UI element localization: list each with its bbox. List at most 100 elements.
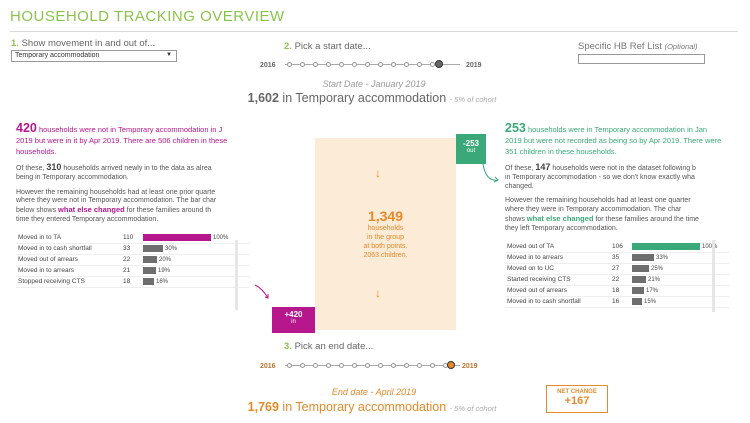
bar[interactable] [143, 278, 154, 286]
bar-percent: 100% [213, 234, 229, 241]
bar-label: Moved in to arrears [507, 254, 563, 262]
bar-value: 18 [612, 287, 620, 295]
slider-tick[interactable] [287, 62, 292, 67]
slider-tick[interactable] [391, 62, 396, 67]
slider-tick[interactable] [365, 62, 370, 67]
bar-row[interactable]: Moved out of arrears 22 20% [16, 255, 250, 266]
out-flow-box[interactable]: -253 out [456, 134, 486, 164]
slider-tick[interactable] [378, 62, 383, 67]
moved-out-count: 253 [505, 123, 526, 135]
bar-row[interactable]: Moved in to cash shortfall 33 30% [16, 244, 250, 255]
slider-tick[interactable] [430, 363, 435, 368]
bar-percent: 15% [644, 298, 657, 305]
bar[interactable] [632, 265, 649, 273]
bar-label: Moved on to UC [507, 265, 554, 273]
start-summary: 1,602 in Temporary accommodation - 5% of… [172, 91, 572, 105]
bar[interactable] [143, 234, 211, 242]
start-date-slider[interactable] [285, 64, 460, 65]
slider-tick[interactable] [300, 363, 305, 368]
step3-number: 3. [284, 341, 292, 352]
slider-tick[interactable] [339, 363, 344, 368]
bar-row[interactable]: Stopped receiving CTS 18 16% [16, 277, 250, 288]
end-cohort-note: - 5% of cohort [449, 404, 497, 413]
slider-tick[interactable] [352, 62, 357, 67]
in-flow-box[interactable]: +420 in [272, 307, 315, 333]
bar[interactable] [632, 287, 644, 295]
para-text: However the remaining households had at … [16, 188, 216, 196]
in-flow-label: in [291, 319, 296, 325]
bar-row[interactable]: Moved in to TA 110 100% [16, 233, 250, 244]
bar-value: 27 [612, 265, 620, 273]
slider-tick[interactable] [313, 62, 318, 67]
step2-label: Pick a start date... [294, 41, 371, 52]
measure-dropdown[interactable]: Temporary accommodation ▼ [11, 50, 177, 62]
measure-dropdown-value: Temporary accommodation [15, 52, 100, 59]
bar-row[interactable]: Started receiving CTS 22 21% [505, 275, 729, 286]
moved-in-lead: 420 households were not in Temporary acc… [16, 123, 250, 157]
end-date-handle[interactable] [447, 361, 455, 369]
moved-in-lead-line3: households. [16, 147, 57, 156]
bar-label: Moved in to cash shortfall [18, 245, 92, 253]
bar-row[interactable]: Moved on to UC 27 25% [505, 264, 729, 275]
moved-in-count: 420 [16, 123, 37, 135]
para-text: where they were not in Temporary accommo… [16, 197, 217, 205]
out-flow-value: -253 [462, 139, 479, 148]
right-panel-scrollbar[interactable] [712, 240, 715, 312]
bar-percent: 17% [646, 287, 659, 294]
slider-tick[interactable] [417, 363, 422, 368]
bar[interactable] [143, 267, 156, 275]
slider-tick[interactable] [417, 62, 422, 67]
slider-tick[interactable] [404, 363, 409, 368]
bar-percent: 21% [648, 276, 661, 283]
moved-out-lead-line3: 351 children in these households. [505, 147, 617, 156]
slider-tick[interactable] [404, 62, 409, 67]
bar[interactable] [143, 245, 163, 253]
slider-tick[interactable] [287, 363, 292, 368]
out-arrow-icon [482, 163, 499, 183]
hb-ref-input[interactable] [578, 54, 705, 64]
bar-label: Moved out of TA [507, 243, 555, 251]
slider-tick[interactable] [326, 62, 331, 67]
start-date-handle[interactable] [435, 60, 443, 68]
bar-row[interactable]: Moved out of arrears 18 17% [505, 286, 729, 297]
para-text: below shows [16, 207, 57, 215]
stayed-group-box [315, 138, 456, 330]
bar-value: 33 [123, 245, 131, 253]
start-cohort-note: - 5% of cohort [449, 95, 497, 104]
para-text: However the remaining households had at … [505, 197, 691, 205]
what-else-changed-highlight: what else changed [526, 213, 594, 223]
slider-tick[interactable] [339, 62, 344, 67]
bar[interactable] [632, 243, 700, 251]
bar[interactable] [632, 254, 654, 262]
bar-percent: 25% [651, 265, 664, 272]
end-slider-year-min: 2016 [260, 363, 276, 370]
out-flow-label: out [466, 148, 476, 154]
slider-tick[interactable] [352, 363, 357, 368]
end-date-slider[interactable] [285, 365, 460, 366]
slider-tick[interactable] [391, 363, 396, 368]
bar[interactable] [632, 276, 646, 284]
bar[interactable] [143, 256, 157, 264]
para-text: Of these, [16, 165, 45, 172]
bar-row[interactable]: Moved in to arrears 35 33% [505, 253, 729, 264]
para-text: changed. [505, 182, 534, 190]
left-panel-scrollbar[interactable] [235, 240, 238, 310]
slider-tick[interactable] [313, 363, 318, 368]
chevron-down-icon[interactable]: ▼ [166, 52, 172, 58]
bar-row[interactable]: Moved in to cash shortfall 16 15% [505, 297, 729, 308]
slider-tick[interactable] [378, 363, 383, 368]
slider-tick[interactable] [300, 62, 305, 67]
slider-tick[interactable] [365, 363, 370, 368]
down-arrow-icon: ↓ [375, 286, 381, 300]
net-change-value: +167 [564, 395, 590, 407]
moved-out-panel: 253 households were in Temporary accommo… [505, 123, 729, 315]
bar[interactable] [632, 298, 642, 306]
slider-tick[interactable] [326, 363, 331, 368]
bar-row[interactable]: Moved in to arrears 21 19% [16, 266, 250, 277]
start-slider-year-max: 2019 [466, 62, 482, 69]
moved-in-new-arrivals: Of these, 310 households arrived newly i… [16, 163, 250, 183]
in-arrow-icon [254, 284, 269, 299]
bar-row[interactable]: Moved out of TA 106 100% [505, 242, 729, 253]
moved-in-lead-line2: 2019 but were in it by Apr 2019. There a… [16, 136, 228, 145]
slider-tick[interactable] [430, 62, 435, 67]
